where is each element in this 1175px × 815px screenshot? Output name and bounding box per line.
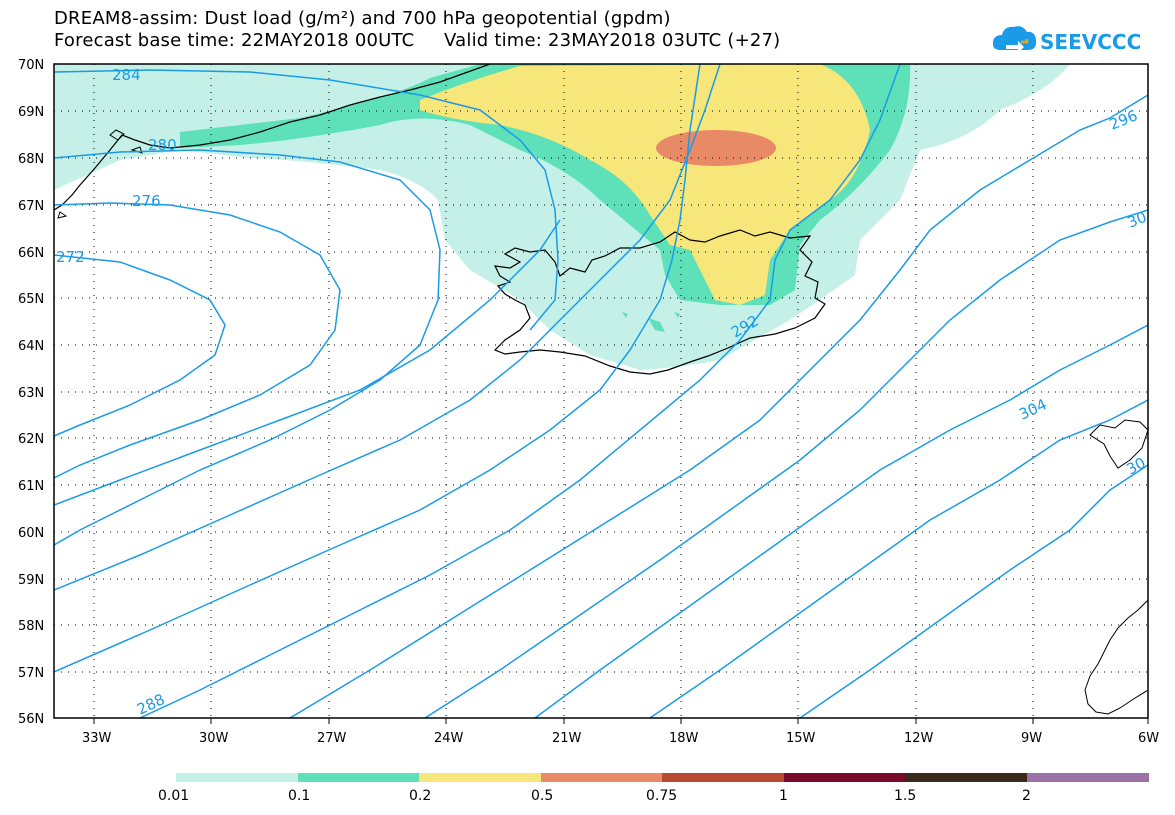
lat-label: 67N (18, 199, 44, 214)
colorbar-label: 1.5 (894, 788, 916, 804)
lat-label: 57N (18, 666, 44, 681)
colorbar-label: 0.01 (158, 788, 189, 804)
lat-label: 61N (18, 479, 44, 494)
colorbar-swatch (176, 773, 298, 782)
colorbar-label: 0.1 (288, 788, 310, 804)
lat-label: 69N (18, 105, 44, 120)
lat-label: 66N (18, 246, 44, 261)
map-area: 284 280 276 272 288 292 296 30 304 30 (54, 64, 1149, 718)
lat-label: 70N (18, 58, 44, 73)
geopotential-contours (54, 64, 1148, 718)
map-frame (53, 63, 1149, 719)
lon-label: 18W (669, 731, 699, 746)
contour-292-b (289, 94, 1148, 718)
dust-region-05 (656, 130, 776, 166)
faroe-islands (1089, 419, 1148, 469)
lon-label: 15W (786, 731, 816, 746)
contour-label-280: 280 (148, 136, 177, 154)
lat-label: 68N (18, 152, 44, 167)
contour-276 (54, 202, 341, 479)
colorbar-label: 1 (779, 788, 788, 804)
graticule (54, 64, 1148, 718)
seevccc-logo: SEEVCCC (992, 26, 1140, 54)
contour-272 (54, 254, 226, 437)
lon-label: 24W (434, 731, 464, 746)
colorbar-label: 0.75 (646, 788, 677, 804)
contour-304 (649, 399, 1148, 718)
contour-296 (424, 209, 1148, 718)
colorbar-swatch (541, 773, 662, 782)
colorbar-swatch (905, 773, 1027, 782)
contour-308 (799, 464, 1148, 718)
scotland-coast (1084, 599, 1148, 715)
lon-label: 30W (199, 731, 229, 746)
colorbar-swatch (1027, 773, 1149, 782)
contour-300 (534, 324, 1148, 718)
logo-text: SEEVCCC (1040, 30, 1140, 54)
lon-label: 12W (904, 731, 934, 746)
lon-label: 6W (1138, 731, 1159, 746)
lon-label: 21W (552, 731, 582, 746)
colorbar-swatch (298, 773, 419, 782)
contour-292 (139, 64, 901, 718)
colorbar-label: 0.5 (531, 788, 553, 804)
map-title-line1: DREAM8-assim: Dust load (g/m²) and 700 h… (54, 8, 671, 29)
cloud-icon (992, 26, 1037, 50)
contour-280 (54, 149, 441, 546)
lon-label: 33W (82, 731, 112, 746)
latitude-labels: 70N 69N 68N 67N 66N 65N 64N 63N 62N 61N … (18, 58, 44, 727)
lat-label: 60N (18, 526, 44, 541)
longitude-labels: 33W 30W 27W 24W 21W 18W 15W 12W 9W 6W (82, 731, 1159, 746)
iceland (493, 229, 826, 375)
contour-284 (54, 69, 559, 331)
contour-label-276: 276 (132, 192, 161, 210)
colorbar: 0.01 0.1 0.2 0.5 0.75 1 1.5 2 (158, 773, 1149, 804)
lon-label: 27W (317, 731, 347, 746)
colorbar-swatch (784, 773, 905, 782)
contour-label-284: 284 (112, 66, 141, 84)
lat-label: 58N (18, 619, 44, 634)
contour-288-a (54, 219, 561, 506)
lat-label: 62N (18, 432, 44, 447)
colorbar-label: 2 (1022, 788, 1031, 804)
lat-label: 64N (18, 339, 44, 354)
map-title-line2: Forecast base time: 22MAY2018 00UTC Vali… (54, 30, 781, 51)
contour-288 (54, 64, 701, 673)
colorbar-swatch (662, 773, 784, 782)
dust-region-02 (420, 64, 870, 305)
axis-ticks (93, 718, 1149, 724)
lat-label: 65N (18, 292, 44, 307)
colorbar-label: 0.2 (409, 788, 431, 804)
contour-label-300a: 30 (1125, 208, 1149, 232)
lon-label: 9W (1021, 731, 1042, 746)
colorbar-swatch (419, 773, 541, 782)
lat-label: 63N (18, 386, 44, 401)
contour-label-272: 272 (56, 248, 85, 266)
lat-label: 59N (18, 573, 44, 588)
lat-label: 56N (18, 712, 44, 727)
